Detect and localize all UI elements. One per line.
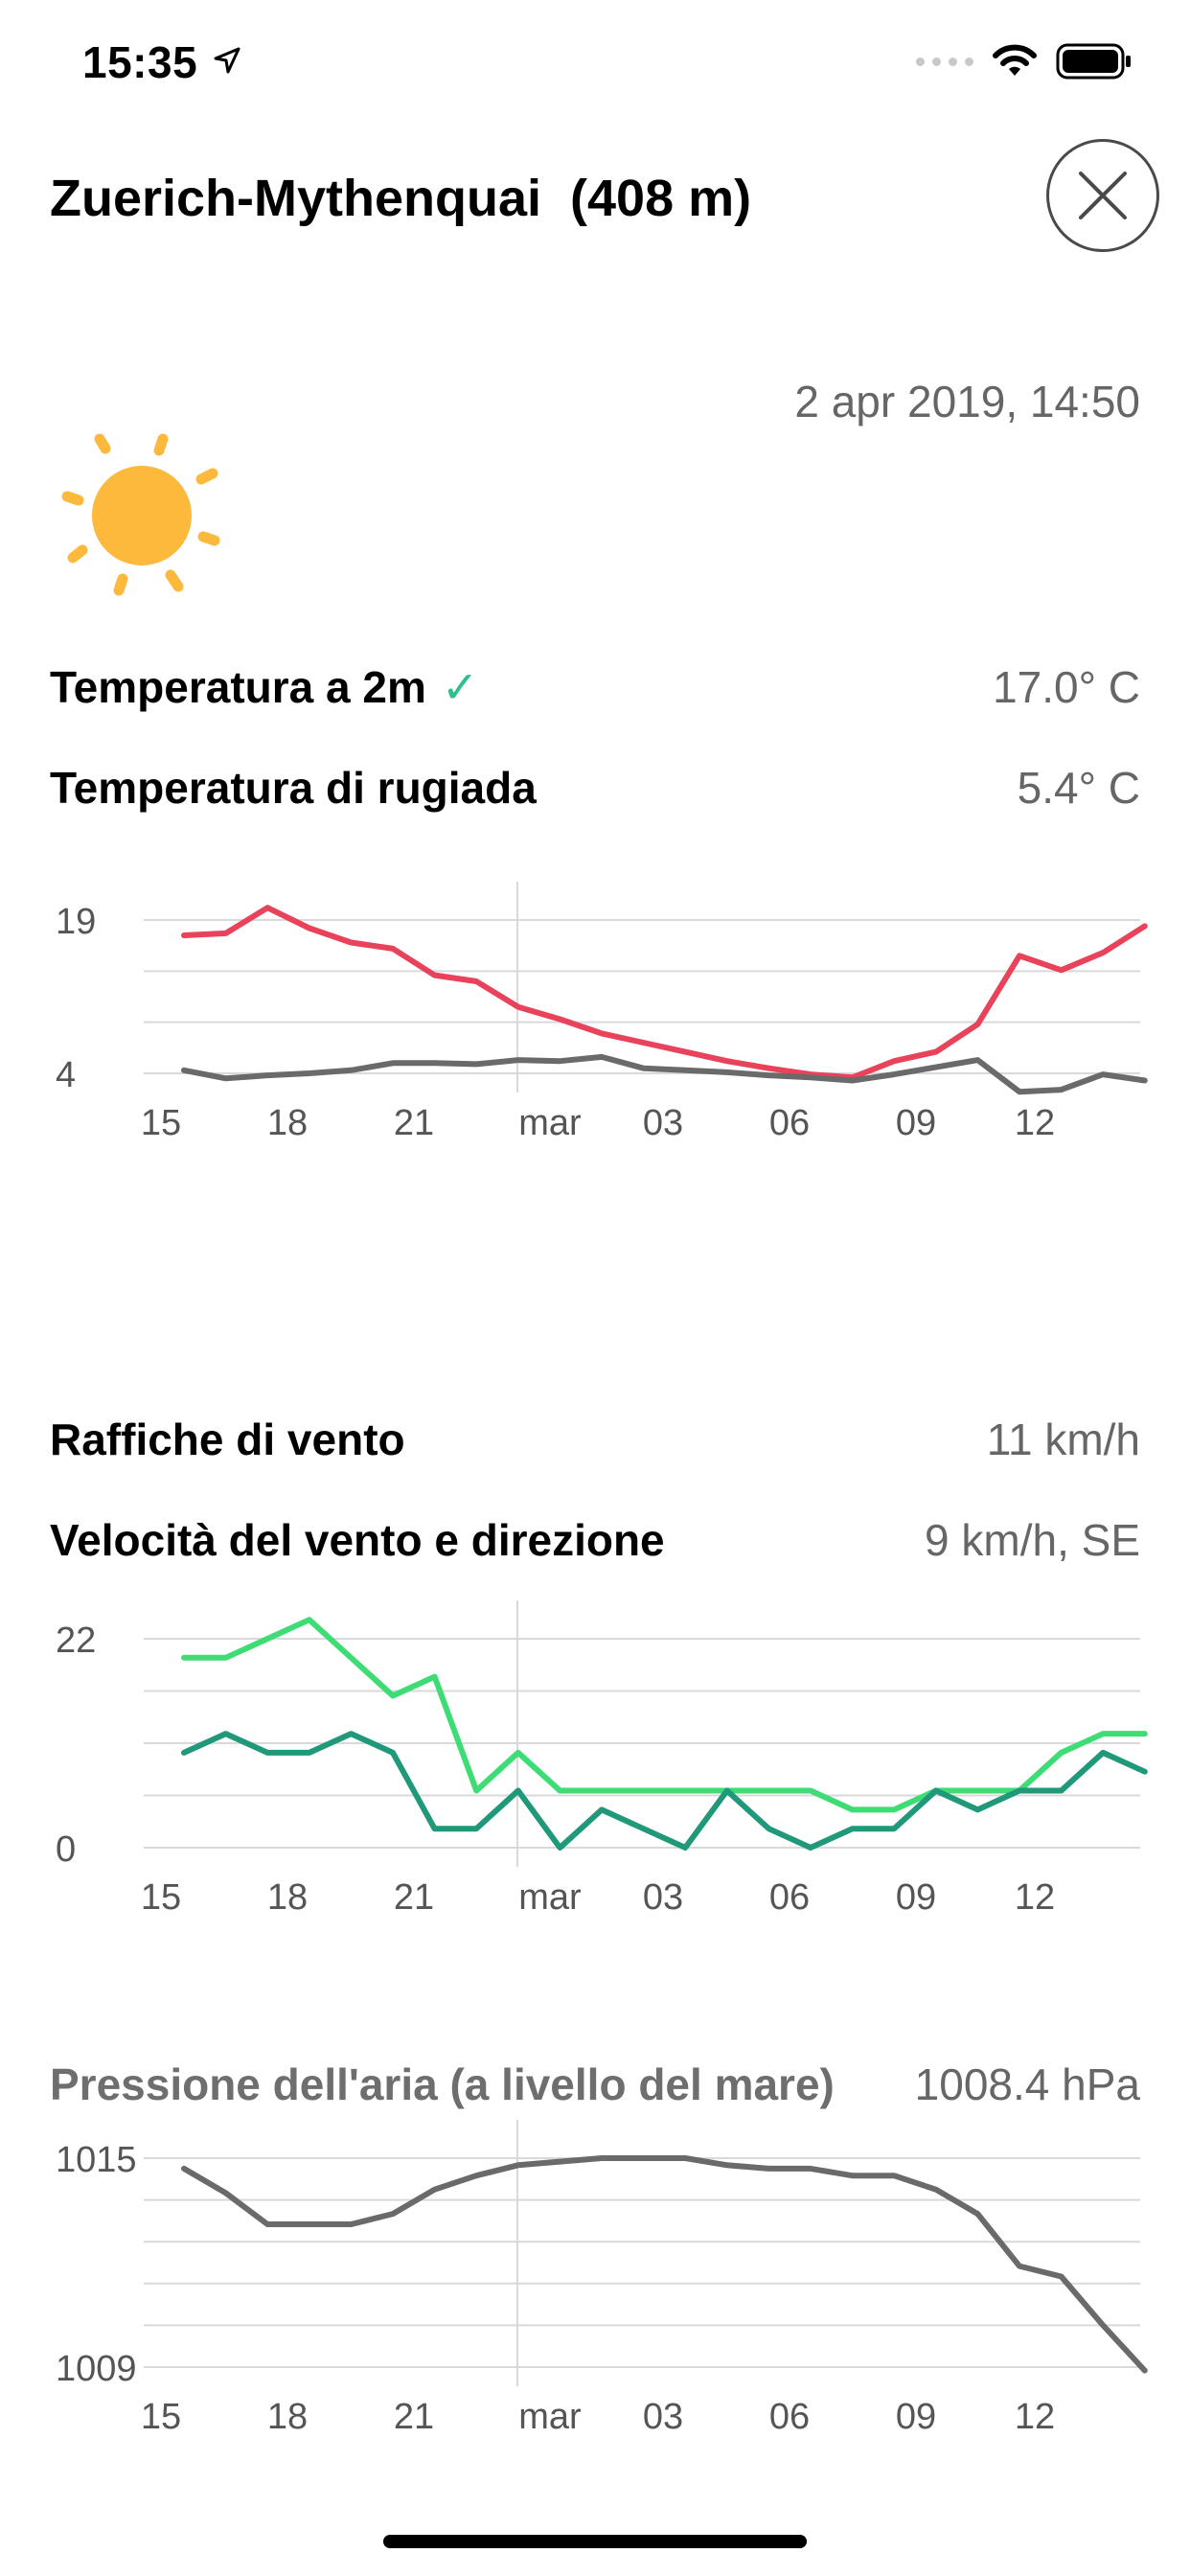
x-tick-label: 15: [141, 2397, 181, 2437]
x-tick-label: 03: [643, 1877, 683, 1918]
x-tick-label: 21: [394, 2397, 434, 2437]
series-line-0: [181, 1617, 1148, 1813]
x-tick-label: 21: [394, 1877, 434, 1918]
y-tick-label: 19: [56, 902, 96, 942]
y-tick-label: 1015: [56, 2140, 137, 2180]
wind-speed-value: 9 km/h, SE: [925, 1515, 1140, 1565]
x-tick-label: mar: [518, 2397, 582, 2437]
pressure-value: 1008.4 hPa: [914, 2059, 1140, 2109]
dew-point-value: 5.4° C: [1017, 763, 1140, 813]
x-tick-label: 09: [896, 2397, 936, 2437]
series-line-0: [181, 2155, 1148, 2374]
x-tick-label: 18: [267, 2397, 308, 2437]
wind-gust-value: 11 km/h: [986, 1414, 1140, 1464]
temperature-chart: 19 4 15 18 21 mar 03 06 09 12: [56, 882, 1148, 1143]
series-line-1: [181, 1053, 1148, 1095]
x-tick-label: 15: [141, 1103, 181, 1143]
home-indicator[interactable]: [383, 2535, 807, 2548]
temperature-value: 17.0° C: [993, 662, 1140, 712]
x-tick-label: 18: [267, 1103, 308, 1143]
x-tick-label: 09: [896, 1877, 936, 1918]
x-tick-label: 21: [394, 1103, 434, 1143]
wind-gust-label: Raffiche di vento: [50, 1414, 405, 1464]
series-line-1: [181, 1731, 1148, 1851]
station-title: Zuerich-Mythenquai (408 m): [50, 170, 752, 227]
x-tick-label: mar: [518, 1877, 582, 1918]
close-icon: [1079, 172, 1127, 219]
x-tick-label: 09: [896, 1103, 936, 1143]
x-tick-label: 12: [1015, 1877, 1055, 1918]
y-tick-label: 0: [56, 1829, 76, 1870]
wifi-icon: [993, 44, 1037, 76]
x-tick-label: 12: [1015, 1103, 1055, 1143]
wind-speed-label: Velocità del vento e direzione: [50, 1515, 665, 1565]
series-line-0: [181, 905, 1148, 1081]
x-tick-label: 15: [141, 1877, 181, 1918]
temperature-label: Temperatura a 2m ✓: [50, 662, 479, 712]
status-time: 15:35: [82, 37, 198, 87]
y-tick-label: 1009: [56, 2349, 137, 2389]
cellular-signal-icon: [916, 57, 973, 66]
dew-point-label: Temperatura di rugiada: [50, 763, 537, 813]
y-tick-label: 22: [56, 1621, 96, 1661]
location-arrow-icon: [214, 47, 240, 74]
x-tick-label: 06: [769, 1877, 810, 1918]
x-tick-label: 06: [769, 2397, 810, 2437]
battery-icon: [1056, 43, 1131, 80]
y-tick-label: 4: [56, 1055, 76, 1095]
pressure-label: Pressione dell'aria (a livello del mare): [50, 2059, 835, 2109]
x-tick-label: 18: [267, 1877, 308, 1918]
observation-datetime: 2 apr 2019, 14:50: [794, 377, 1140, 426]
status-indicators: [916, 42, 1133, 80]
x-tick-label: 06: [769, 1103, 810, 1143]
x-tick-label: mar: [518, 1103, 582, 1143]
x-tick-label: 03: [643, 2397, 683, 2437]
x-tick-label: 03: [643, 1103, 683, 1143]
sun-icon: [61, 433, 220, 596]
check-icon: ✓: [441, 662, 479, 712]
close-button[interactable]: [1046, 139, 1159, 252]
wind-chart: 22 0 15 18 21 mar 03 06 09 12: [56, 1600, 1148, 1918]
x-tick-label: 12: [1015, 2397, 1055, 2437]
